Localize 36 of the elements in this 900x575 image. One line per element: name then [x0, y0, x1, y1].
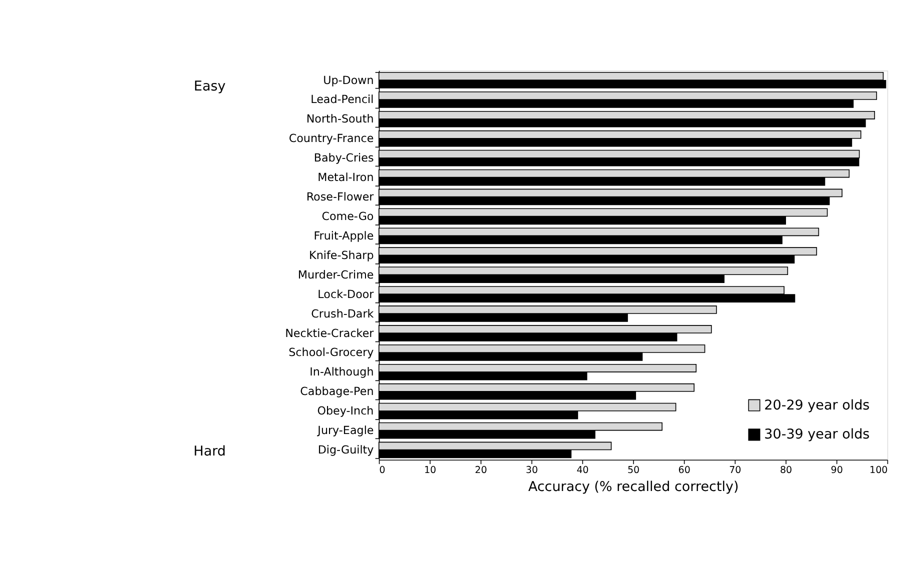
y-tick-label: Knife-Sharp [309, 248, 374, 262]
y-tick-label: Up-Down [323, 74, 374, 87]
x-tick-label: 100 [870, 464, 888, 476]
x-tick-label: 80 [780, 464, 792, 476]
y-tick-label: Country-France [288, 132, 374, 146]
y-tick-label: Jury-Eagle [316, 424, 374, 438]
x-tick-label: 10 [424, 464, 436, 476]
x-tick-label: 90 [830, 464, 843, 476]
legend-label: 20-29 year olds [764, 397, 870, 414]
y-tick-label: Lock-Door [318, 288, 374, 301]
y-tick-label: Fruit-Apple [314, 229, 374, 242]
y-tick-label: Dig-Guilty [318, 444, 374, 457]
x-tick-label: 40 [576, 464, 589, 476]
y-tick-label: Obey-Inch [317, 404, 374, 418]
x-tick-label: 60 [678, 464, 690, 476]
y-tick-label: Cabbage-Pen [300, 385, 374, 398]
text: Easy [194, 78, 226, 94]
x-tick-label: 20 [474, 464, 488, 476]
y-tick-label: Murder-Crime [298, 268, 374, 282]
y-tick-label: Metal-Iron [318, 171, 374, 184]
x-tick-label: 30 [526, 464, 538, 476]
y-tick-label: North-South [306, 112, 374, 126]
y-tick-label: Lead-Pencil [310, 93, 374, 106]
y-tick-label: Baby-Cries [314, 152, 374, 165]
y-tick-label: Rose-Flower [306, 190, 374, 204]
y-tick-label: Necktie-Cracker [285, 326, 374, 340]
y-tick-label: Crush-Dark [311, 307, 374, 320]
x-axis-title: Accuracy (% recalled correctly) [528, 479, 739, 496]
x-tick-label: 50 [627, 464, 640, 476]
text: Hard [194, 444, 226, 460]
y-tick-label: Come-Go [322, 210, 374, 224]
y-tick-label: School-Grocery [288, 346, 374, 360]
legend-label: 30-39 year olds [764, 426, 870, 443]
x-tick-label: 70 [729, 464, 742, 476]
x-tick-label: 0 [379, 464, 386, 476]
y-tick-label: In-Although [310, 366, 374, 379]
